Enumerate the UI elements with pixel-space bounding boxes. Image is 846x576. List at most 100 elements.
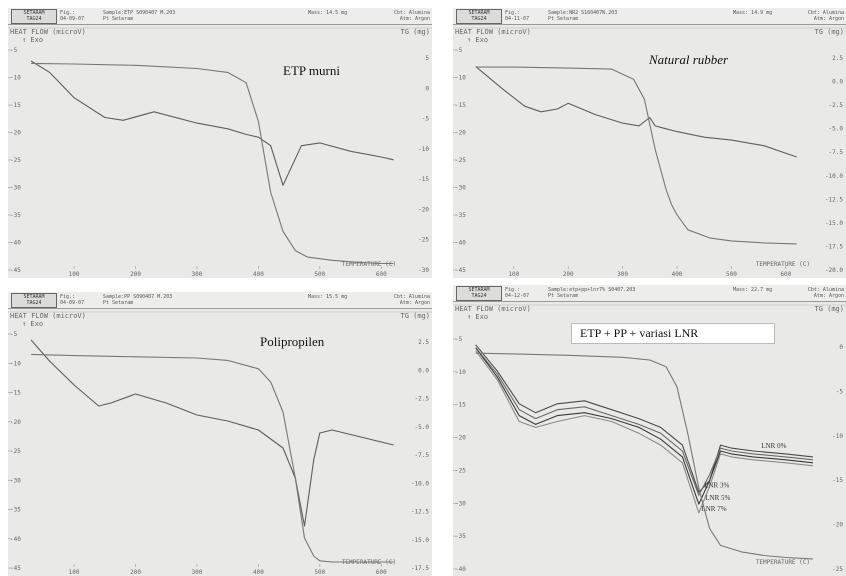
exo-label: ↑ Exo (467, 313, 488, 321)
right-tick-label: -10 (418, 146, 429, 153)
left-axis-label: HEAT FLOW (microV) (455, 305, 531, 313)
setaram-logo: SETARAM TAG24 (11, 9, 57, 24)
x-axis-label: TEMPERATURE (C) (342, 261, 396, 268)
left-tick-label: -20 (10, 130, 21, 137)
atm-label: Atm: Argon (399, 300, 430, 306)
left-tick-label: -25 (10, 157, 21, 164)
left-tick-label: -40 (455, 240, 466, 247)
right-tick-label: -25 (418, 237, 429, 244)
tg-curve (475, 352, 814, 560)
left-tick-label: -30 (455, 185, 466, 192)
atm-label: Atm: Argon (813, 16, 844, 22)
panel-etp: SETARAM TAG24 Fig.: 04-09-07 Sample:ETP S0… (8, 8, 432, 278)
chart-blend: HEAT FLOW (microV)↑ Exo TG (mg) -5 -10 -15 -2… (453, 304, 846, 573)
left-tick-label: -5 (10, 331, 18, 338)
left-tick-label: -10 (455, 75, 466, 82)
right-tick-label: -15.0 (825, 220, 843, 227)
right-tick-label: 0.0 (832, 79, 843, 86)
x-tick-label: 500 (726, 271, 737, 278)
right-tick-label: -15 (832, 477, 843, 484)
date-label: 04-09-07 (60, 16, 85, 22)
right-tick-label: -17.5 (411, 565, 429, 572)
left-tick-label: -15 (10, 390, 21, 397)
chart-title: Natural rubber (649, 52, 729, 67)
right-tick-label: 0 (839, 344, 843, 351)
left-axis-label: HEAT FLOW (microV) (10, 28, 86, 36)
x-tick-label: 500 (314, 569, 325, 576)
left-tick-label: -45 (455, 267, 466, 274)
left-tick-label: -20 (455, 435, 466, 442)
chart-title: Polipropilen (260, 334, 325, 349)
setaram-logo: SETARAM TAG24 (11, 293, 57, 308)
operator-label: Pt Setaram (548, 293, 579, 299)
exo-label: ↑ Exo (467, 36, 488, 44)
fig-label: Fig.: (505, 287, 521, 293)
mass-label: Mass: 14.9 mg (733, 10, 773, 16)
atm-label: Atm: Argon (399, 16, 430, 22)
chart-etp: HEAT FLOW (microV)↑ Exo TG (mg) -5 -10 -15 -2… (8, 27, 432, 278)
right-tick-label: -12.5 (411, 509, 429, 516)
left-tick-label: -35 (10, 507, 21, 514)
chart-natural-rubber: HEAT FLOW (microV)↑ Exo TG (mg) -5 -10 -15 -2… (453, 27, 846, 278)
right-tick-label: -10.0 (411, 480, 429, 487)
setaram-logo: SETARAM TAG24 (456, 9, 502, 24)
right-tick-label: -5.0 (415, 424, 430, 431)
left-tick-label: -40 (10, 536, 21, 543)
heat-flow-curve (30, 339, 394, 527)
operator-label: Pt Setaram (548, 16, 579, 22)
left-tick-label: -5 (455, 47, 463, 54)
sample-label: Sample:ETP S090407 M.203 (103, 10, 176, 16)
heat-flow-curve (475, 350, 814, 514)
sample-label: Sample:etp+pp+lnr7% S0407.203 (548, 287, 636, 293)
mass-label: Mass: 22.7 mg (733, 287, 773, 293)
left-tick-label: -25 (455, 467, 466, 474)
left-tick-label: -25 (10, 448, 21, 455)
right-tick-label: 2.5 (418, 339, 429, 346)
exo-label: ↑ Exo (22, 320, 43, 328)
heat-flow-curve (475, 347, 814, 505)
left-tick-label: -20 (10, 419, 21, 426)
crucible-label: Cbt: Alumina (807, 10, 844, 16)
panel-header: SETARAM TAG24 Fig.: 04-09-07 Sample:ETP S0… (8, 8, 432, 25)
right-tick-label: 5 (425, 55, 429, 62)
series-label: LNR 7% (701, 505, 726, 513)
left-tick-label: -30 (10, 185, 21, 192)
crucible-label: Cbt: Alumina (393, 294, 430, 300)
x-tick-label: 300 (192, 569, 203, 576)
x-tick-label: 500 (314, 271, 325, 278)
x-tick-label: 200 (563, 271, 574, 278)
right-tick-label: 0 (425, 85, 429, 92)
left-tick-label: -10 (10, 360, 21, 367)
right-tick-label: -10.0 (825, 173, 843, 180)
left-tick-label: -45 (10, 565, 21, 572)
fig-label: Fig.: (60, 294, 76, 300)
right-tick-label: -17.5 (825, 243, 843, 250)
x-tick-label: 400 (253, 569, 264, 576)
x-tick-label: 200 (130, 271, 141, 278)
right-tick-label: -7.5 (829, 149, 844, 156)
left-tick-label: -25 (455, 157, 466, 164)
panel-header: SETARAM TAG24 Fig.: 04-11-07 Sample:NR2 S1… (453, 8, 846, 25)
right-axis-label: TG (mg) (814, 305, 844, 313)
heat-flow-curve (475, 66, 797, 158)
series-label: LNR 0% (761, 442, 786, 450)
heat-flow-curve (30, 60, 394, 186)
right-tick-label: -20 (832, 522, 843, 529)
chart-title: ETP + PP + variasi LNR (571, 323, 775, 344)
right-tick-label: -20.0 (825, 267, 843, 274)
left-tick-label: -35 (455, 212, 466, 219)
right-tick-label: -15.0 (411, 537, 429, 544)
heat-flow-curve (475, 347, 814, 496)
right-axis-label: TG (mg) (400, 312, 430, 320)
right-tick-label: -25 (832, 566, 843, 573)
left-tick-label: -45 (10, 267, 21, 274)
date-label: 04-12-07 (505, 293, 530, 299)
right-tick-label: -12.5 (825, 196, 843, 203)
left-tick-label: -15 (455, 102, 466, 109)
mass-label: Mass: 14.5 mg (308, 10, 348, 16)
x-tick-label: 100 (69, 569, 80, 576)
right-tick-label: 2.5 (832, 55, 843, 62)
x-tick-label: 300 (192, 271, 203, 278)
fig-label: Fig.: (60, 10, 76, 16)
left-axis-label: HEAT FLOW (microV) (10, 312, 86, 320)
